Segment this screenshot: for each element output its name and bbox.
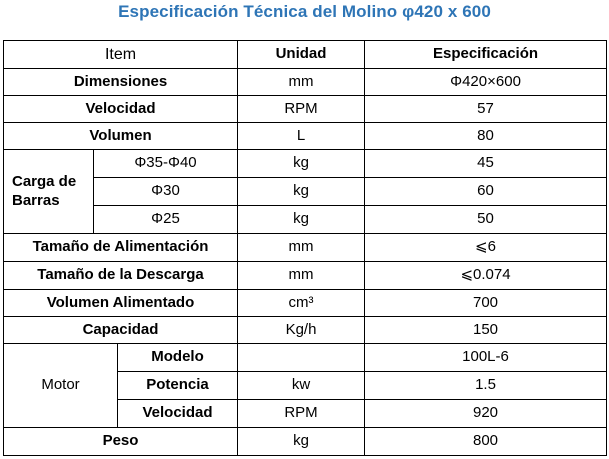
row-unit: mm — [237, 68, 366, 96]
header-row: Item Unidad Especificación — [2, 40, 608, 69]
row-value: 45 — [364, 149, 608, 178]
row-unit: kg — [237, 427, 366, 456]
row-unit: kg — [237, 205, 366, 234]
row-unit: RPM — [237, 95, 366, 123]
row-value: 57 — [364, 95, 608, 123]
row-value: 60 — [364, 177, 608, 206]
table-row-capacidad: Capacidad Kg/h 150 — [2, 316, 608, 344]
row-label: Dimensiones — [2, 68, 239, 96]
header-especificacion: Especificación — [364, 40, 608, 69]
row-label: Velocidad — [2, 95, 239, 123]
table-row-alimentacion: Tamaño de Alimentación mm ⩽6 — [2, 233, 608, 262]
header-item: Item — [2, 40, 239, 69]
table-row-velocidad: Velocidad RPM 57 — [2, 95, 608, 123]
spec-table: Item Unidad Especificación Dimensiones m… — [2, 40, 608, 456]
row-label: Tamaño de la Descarga — [2, 261, 239, 290]
row-unit: mm — [237, 261, 366, 290]
table-row-carga-2: Φ30 kg 60 — [4, 177, 608, 206]
carga-group-label: Carga de Barras — [3, 149, 94, 234]
table-row-carga-3: Φ25 kg 50 — [4, 205, 608, 234]
row-sub: Φ30 — [92, 177, 239, 206]
row-unit: RPM — [237, 399, 366, 428]
row-value: 920 — [364, 399, 608, 428]
table-row-motor-1: Motor Modelo 100L-6 — [3, 343, 608, 428]
row-label: Capacidad — [2, 316, 239, 344]
row-unit: kg — [237, 177, 366, 206]
row-value: 150 — [364, 316, 608, 344]
table-row-volumen: Volumen L 80 — [2, 122, 608, 150]
motor-group-label: Motor — [3, 343, 118, 428]
row-unit: cm³ — [237, 289, 366, 317]
row-value: 100L-6 — [364, 343, 608, 372]
row-value: ⩽6 — [364, 233, 608, 262]
row-value: 50 — [364, 205, 608, 234]
row-unit — [237, 343, 366, 372]
row-sub: Φ25 — [92, 205, 239, 234]
row-sub: Φ35-Φ40 — [92, 149, 239, 178]
row-label: Tamaño de Alimentación — [2, 233, 239, 262]
row-value: ⩽0.074 — [364, 261, 608, 290]
row-value: Φ420×600 — [364, 68, 608, 96]
row-value: 80 — [364, 122, 608, 150]
document-title: Especificación Técnica del Molino φ420 x… — [118, 2, 491, 21]
row-label: Volumen Alimentado — [2, 289, 239, 317]
row-sub: Modelo — [116, 343, 239, 372]
row-label: Peso — [2, 427, 239, 456]
table-row-carga-1: Carga de Barras Φ35-Φ40 kg 45 — [3, 149, 608, 234]
row-unit: Kg/h — [237, 316, 366, 344]
row-unit: mm — [237, 233, 366, 262]
row-unit: L — [237, 122, 366, 150]
row-unit: kg — [237, 149, 366, 178]
table-row-descarga: Tamaño de la Descarga mm ⩽0.074 — [2, 261, 608, 290]
table-row-motor-3: Velocidad RPM 920 — [4, 399, 608, 428]
row-unit: kw — [237, 371, 366, 400]
row-sub: Velocidad — [116, 399, 239, 428]
row-value: 800 — [364, 427, 608, 456]
table-row-dimensiones: Dimensiones mm Φ420×600 — [2, 68, 608, 96]
table-row-peso: Peso kg 800 — [2, 427, 608, 456]
table-row-volumen-alimentado: Volumen Alimentado cm³ 700 — [2, 289, 608, 317]
header-unidad: Unidad — [237, 40, 366, 69]
row-label: Volumen — [2, 122, 239, 150]
row-value: 1.5 — [364, 371, 608, 400]
row-value: 700 — [364, 289, 608, 317]
row-sub: Potencia — [116, 371, 239, 400]
